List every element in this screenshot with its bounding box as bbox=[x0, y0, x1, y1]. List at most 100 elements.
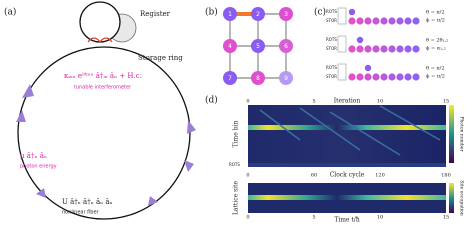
ring-label: Storage ring bbox=[138, 54, 183, 62]
lattice-node bbox=[279, 71, 293, 85]
pulse bbox=[372, 73, 380, 81]
axis-title: Time bin bbox=[233, 121, 240, 148]
pulse bbox=[380, 17, 388, 25]
tick-label: 0 bbox=[246, 215, 249, 221]
energy-term: μ â†ₙ âₙ bbox=[20, 152, 47, 160]
photon-heatmap bbox=[248, 105, 446, 163]
coupling-term: κₘₙ eⁱᶿᵐⁿ â†ₘ âₙ + H.c. bbox=[64, 72, 142, 80]
panel-label: (a) bbox=[4, 7, 16, 18]
theta-label: θ = 2θ₁,₂ bbox=[426, 38, 448, 44]
tick-label: 15 bbox=[443, 99, 449, 105]
rots-label: ROTS bbox=[326, 65, 337, 70]
axis-title: Lattice site bbox=[233, 181, 240, 216]
pulse bbox=[412, 45, 420, 53]
pulse bbox=[356, 36, 364, 44]
register-label: Register bbox=[140, 10, 171, 18]
lattice-node bbox=[279, 39, 293, 53]
lattice-node bbox=[279, 7, 293, 21]
node-label: 1 bbox=[228, 11, 232, 18]
stor-label: STOR bbox=[326, 46, 337, 51]
coupling-caption: tunable interferometer bbox=[74, 85, 132, 91]
axis-title: Time t/ħ bbox=[334, 217, 360, 224]
site-heatmap-band bbox=[248, 195, 446, 200]
pulse bbox=[388, 17, 396, 25]
tick-label: 120 bbox=[375, 173, 385, 179]
node-label: 5 bbox=[256, 43, 260, 50]
pulse bbox=[348, 17, 356, 25]
pulse bbox=[396, 45, 404, 53]
rots-label: ROTS bbox=[229, 162, 240, 167]
pulse bbox=[364, 17, 372, 25]
theta-label: θ = π/2 bbox=[426, 10, 445, 16]
panel-label: (d) bbox=[205, 95, 218, 106]
tick-label: 10 bbox=[377, 215, 383, 221]
stor-label: STOR bbox=[326, 18, 337, 23]
node-label: 4 bbox=[228, 43, 232, 50]
panel-b: (b) bbox=[205, 7, 287, 79]
pulse bbox=[348, 45, 356, 53]
pulse bbox=[364, 64, 372, 72]
pulse bbox=[396, 73, 404, 81]
switch-box bbox=[337, 35, 347, 53]
colorbar bbox=[449, 183, 454, 213]
pulse bbox=[356, 17, 364, 25]
pulse bbox=[380, 73, 388, 81]
pulse bbox=[356, 45, 364, 53]
panel-a: (a) Register Storage ring κₘₙ eⁱᶿᵐⁿ â†ₘ … bbox=[4, 1, 196, 220]
node-label: 7 bbox=[228, 75, 232, 82]
tick-label: 5 bbox=[312, 215, 315, 221]
pulse bbox=[348, 73, 356, 81]
energy-caption: photon energy bbox=[20, 164, 57, 170]
nonlinear-caption: nonlinear fiber bbox=[62, 210, 100, 216]
panel-d: (d) Iteration Time bin ROTS Photon numbe… bbox=[205, 95, 465, 224]
node-label: 8 bbox=[256, 75, 260, 82]
pulse bbox=[412, 73, 420, 81]
pulse bbox=[404, 17, 412, 25]
tick-label: 180 bbox=[441, 173, 451, 179]
pulse bbox=[404, 45, 412, 53]
rots-label: ROTS bbox=[326, 37, 337, 42]
pulse bbox=[364, 73, 372, 81]
theta-label: θ = π/2 bbox=[426, 66, 445, 72]
tick-label: 60 bbox=[311, 173, 317, 179]
photon-trails bbox=[259, 105, 441, 156]
pulse bbox=[412, 17, 420, 25]
tick-label: 0 bbox=[246, 173, 249, 179]
pulse bbox=[404, 73, 412, 81]
stor-label: STOR bbox=[326, 74, 337, 79]
storage-ring bbox=[17, 46, 191, 220]
pulse bbox=[364, 45, 372, 53]
phi-label: ϕ = π/2 bbox=[426, 74, 445, 80]
axis-title: Clock cycle bbox=[330, 172, 365, 179]
pulse bbox=[388, 45, 396, 53]
figure: (a) Register Storage ring κₘₙ eⁱᶿᵐⁿ â†ₘ … bbox=[4, 1, 465, 224]
panel-label: (b) bbox=[205, 7, 218, 18]
axis-title: Iteration bbox=[334, 98, 361, 105]
pulse bbox=[380, 45, 388, 53]
phi-label: ϕ = α₁,₂ bbox=[426, 46, 446, 52]
colorbar-label: Photon number bbox=[459, 116, 465, 152]
panel-c: (c) ROTS STOR θ = π/2 ϕ = π/2 ROTS STOR θ = 2θ… bbox=[314, 7, 448, 81]
node-label: 6 bbox=[284, 43, 288, 50]
switch-box bbox=[337, 7, 347, 25]
tick-label: 5 bbox=[312, 99, 315, 105]
lattice-node bbox=[251, 7, 265, 21]
pulse bbox=[372, 17, 380, 25]
lattice-node bbox=[223, 39, 237, 53]
panel-label: (c) bbox=[314, 7, 326, 18]
pulse bbox=[356, 73, 364, 81]
node-label: 9 bbox=[284, 75, 288, 82]
coupler bbox=[87, 37, 113, 43]
rots-strip bbox=[248, 163, 446, 167]
lattice-node bbox=[223, 71, 237, 85]
nonlinear-term: U â†ₙ â†ₙ âₙ âₙ bbox=[62, 198, 113, 206]
photon-heatmap-band bbox=[248, 125, 446, 130]
lattice-node bbox=[223, 7, 237, 21]
register-loop bbox=[79, 1, 121, 43]
tick-label: 15 bbox=[443, 215, 449, 221]
switch-box bbox=[337, 63, 347, 81]
pulse bbox=[348, 8, 356, 16]
pulse bbox=[388, 73, 396, 81]
node-label: 2 bbox=[256, 11, 260, 18]
tick-label: 0 bbox=[246, 99, 249, 105]
